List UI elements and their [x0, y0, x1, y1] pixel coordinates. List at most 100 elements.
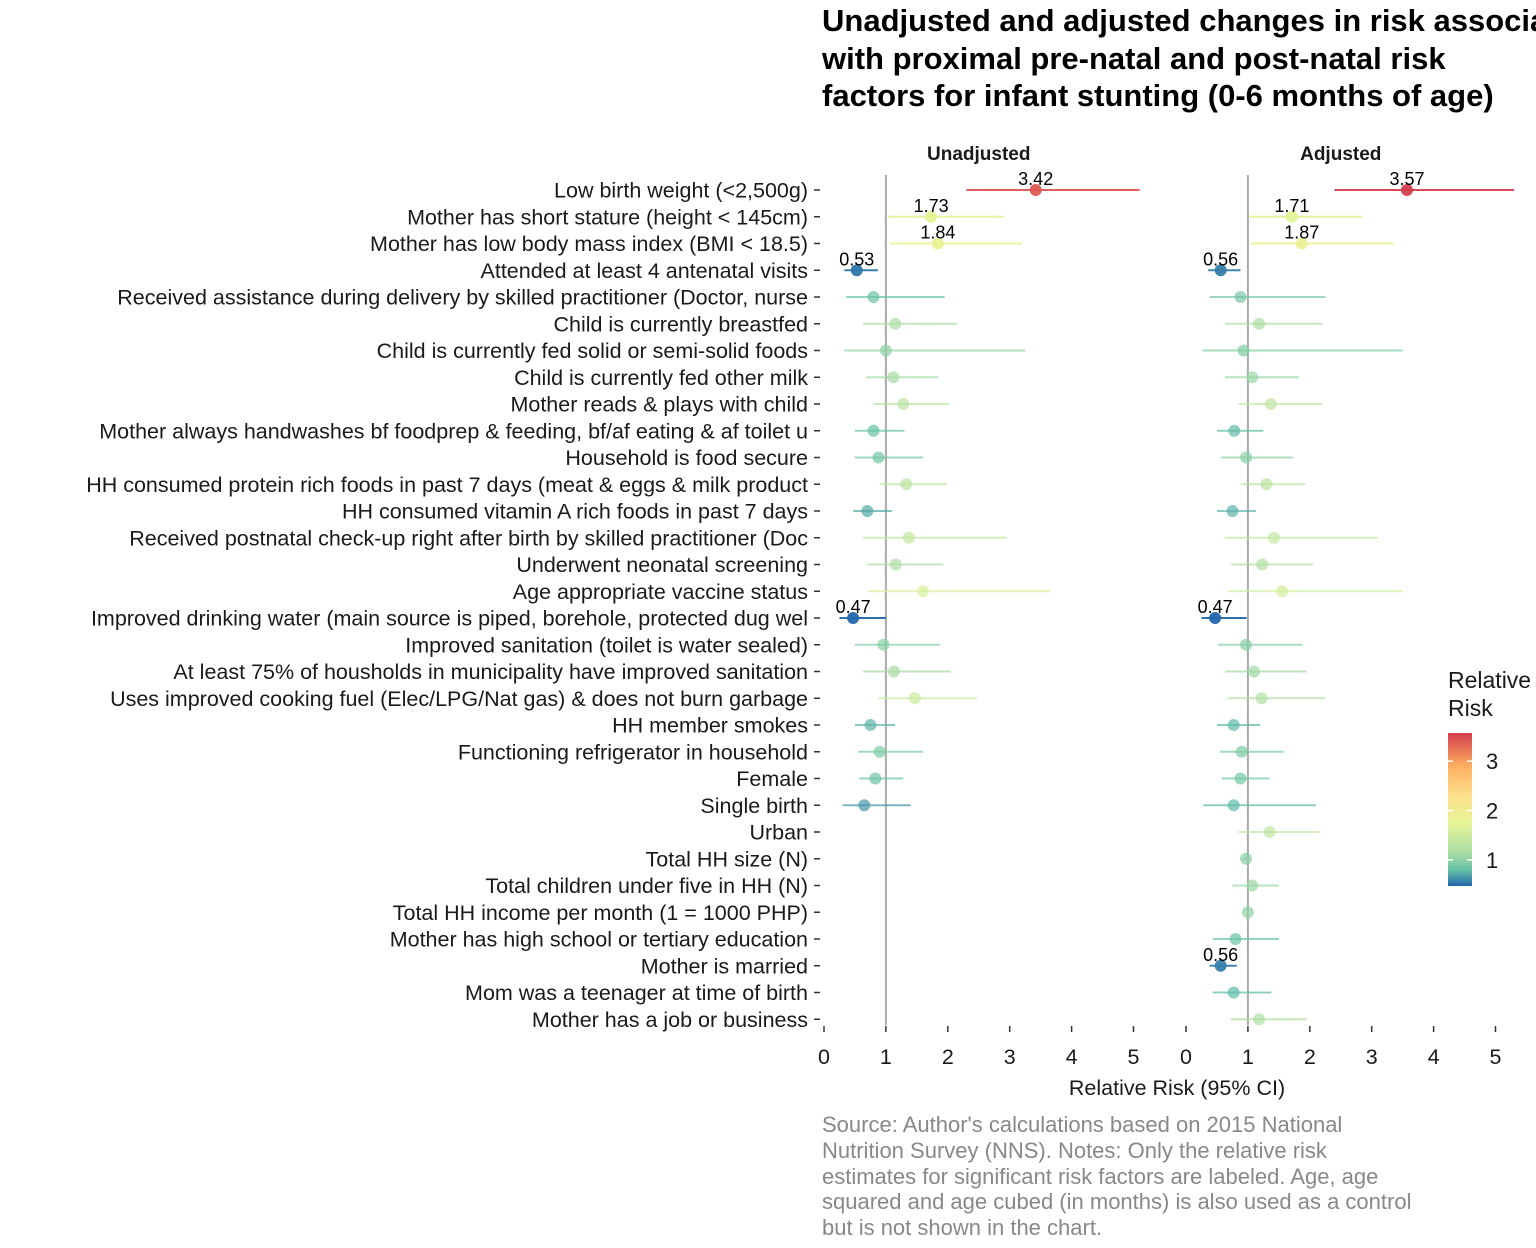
- rr-data-label: 0.53: [839, 249, 874, 269]
- rr-point: [867, 291, 880, 303]
- rr-point: [1295, 237, 1308, 250]
- category-label: Mother reads & plays with child: [510, 393, 808, 417]
- rr-point: [931, 237, 944, 250]
- category-label: Child is currently fed other milk: [514, 366, 808, 390]
- rr-point: [1255, 692, 1268, 705]
- rr-point: [1285, 210, 1298, 223]
- category-label: Mother has high school or tertiary educa…: [390, 928, 808, 952]
- rr-data-label: 3.57: [1389, 169, 1424, 189]
- rr-point: [869, 772, 882, 785]
- x-tick-label: 3: [1004, 1045, 1016, 1069]
- x-tick-label: 1: [1242, 1045, 1254, 1069]
- rr-point: [877, 638, 890, 651]
- category-label: HH member smokes: [612, 714, 808, 738]
- rr-point: [1227, 719, 1240, 731]
- caption-line-5: but is not shown in the chart.: [822, 1215, 1103, 1241]
- category-label: Total HH income per month (1 = 1000 PHP): [393, 901, 808, 925]
- panel-strip-label: Unadjusted: [927, 144, 1030, 165]
- chart-title: Unadjusted and adjusted changes in risk …: [822, 2, 1536, 115]
- rr-point: [1246, 371, 1259, 384]
- category-label: Single birth: [700, 794, 808, 818]
- legend-colorbar: [1448, 733, 1472, 886]
- chart-title-line-3: factors for infant stunting (0-6 months …: [822, 78, 1494, 113]
- rr-point: [1227, 799, 1240, 812]
- rr-data-label: 1.71: [1274, 196, 1309, 216]
- x-tick-label: 4: [1066, 1045, 1078, 1069]
- x-axis-title: Relative Risk (95% CI): [1069, 1076, 1285, 1100]
- category-label: At least 75% of housholds in municipalit…: [173, 660, 808, 684]
- legend-tick-label: 1: [1486, 848, 1498, 873]
- rr-data-label: 1.84: [920, 223, 955, 243]
- rr-data-label: 0.56: [1203, 249, 1238, 269]
- rr-point: [889, 317, 902, 330]
- category-label: Child is currently breastfed: [553, 312, 808, 336]
- rr-point: [1253, 317, 1266, 330]
- category-label: Low birth weight (<2,500g): [554, 179, 808, 203]
- category-label: Mother has a job or business: [532, 1008, 808, 1032]
- chart-caption: Source: Author's calculations based on 2…: [822, 1112, 1522, 1241]
- rr-point: [867, 424, 880, 437]
- category-label: Received postnatal check-up right after …: [129, 526, 808, 550]
- caption-line-4: squared and age cubed (in months) is als…: [822, 1189, 1412, 1215]
- rr-point: [1209, 612, 1222, 624]
- category-label: Age appropriate vaccine status: [513, 580, 808, 604]
- rr-point: [1228, 424, 1241, 437]
- x-tick-label: 1: [880, 1045, 892, 1069]
- rr-point: [847, 612, 860, 624]
- rr-point: [1246, 879, 1259, 892]
- caption-line-1: Source: Author's calculations based on 2…: [822, 1112, 1343, 1137]
- rr-point: [864, 719, 877, 731]
- rr-point: [917, 585, 930, 598]
- rr-point: [1275, 585, 1288, 598]
- rr-data-label: 3.42: [1018, 169, 1053, 189]
- category-label: Mother always handwashes bf foodprep & f…: [99, 419, 808, 443]
- rr-point: [1256, 558, 1269, 571]
- category-label: Urban: [749, 821, 808, 845]
- category-label: Mom was a teenager at time of birth: [465, 981, 808, 1005]
- rr-point: [1400, 184, 1413, 196]
- rr-point: [1029, 184, 1042, 196]
- rr-point: [900, 478, 913, 491]
- rr-point: [1229, 933, 1242, 945]
- x-tick-label: 0: [1180, 1045, 1192, 1069]
- category-label: HH consumed protein rich foods in past 7…: [86, 473, 808, 497]
- chart-title-line-1: Unadjusted and adjusted changes in risk …: [822, 3, 1536, 38]
- x-tick-label: 2: [1304, 1045, 1316, 1069]
- rr-point: [879, 344, 892, 357]
- rr-data-label: 0.47: [836, 597, 871, 617]
- category-label: Underwent neonatal screening: [516, 553, 808, 577]
- x-tick-label: 4: [1428, 1045, 1440, 1069]
- category-label: Child is currently fed solid or semi-sol…: [377, 339, 808, 363]
- rr-point: [889, 558, 902, 571]
- rr-point: [897, 398, 910, 410]
- legend-tick-label: 3: [1486, 749, 1498, 774]
- rr-point: [1263, 826, 1276, 838]
- rr-point: [1214, 264, 1227, 277]
- rr-point: [873, 745, 886, 758]
- category-label: Uses improved cooking fuel (Elec/LPG/Nat…: [110, 687, 808, 711]
- category-label: Total children under five in HH (N): [485, 874, 808, 898]
- rr-point: [887, 371, 900, 384]
- x-tick-label: 2: [942, 1045, 954, 1069]
- category-label: Total HH size (N): [646, 847, 808, 871]
- rr-point: [1241, 906, 1254, 919]
- rr-point: [1267, 531, 1280, 544]
- caption-line-3: estimates for significant risk factors a…: [822, 1163, 1379, 1189]
- category-label: HH consumed vitamin A rich foods in past…: [342, 500, 808, 524]
- rr-point: [1234, 291, 1247, 303]
- rr-point: [1240, 852, 1253, 865]
- panel-strip-label: Adjusted: [1300, 144, 1381, 165]
- category-label: Improved sanitation (toilet is water sea…: [405, 633, 808, 657]
- rr-point: [861, 505, 874, 517]
- x-tick-label: 5: [1490, 1045, 1502, 1069]
- rr-point: [902, 531, 915, 544]
- rr-point: [872, 451, 885, 464]
- rr-point: [887, 665, 900, 678]
- rr-point: [1240, 638, 1253, 651]
- rr-point: [1260, 478, 1273, 491]
- category-label: Female: [736, 767, 808, 791]
- rr-point: [1237, 344, 1250, 357]
- rr-point: [858, 799, 871, 812]
- category-label: Mother has short stature (height < 145cm…: [407, 205, 808, 229]
